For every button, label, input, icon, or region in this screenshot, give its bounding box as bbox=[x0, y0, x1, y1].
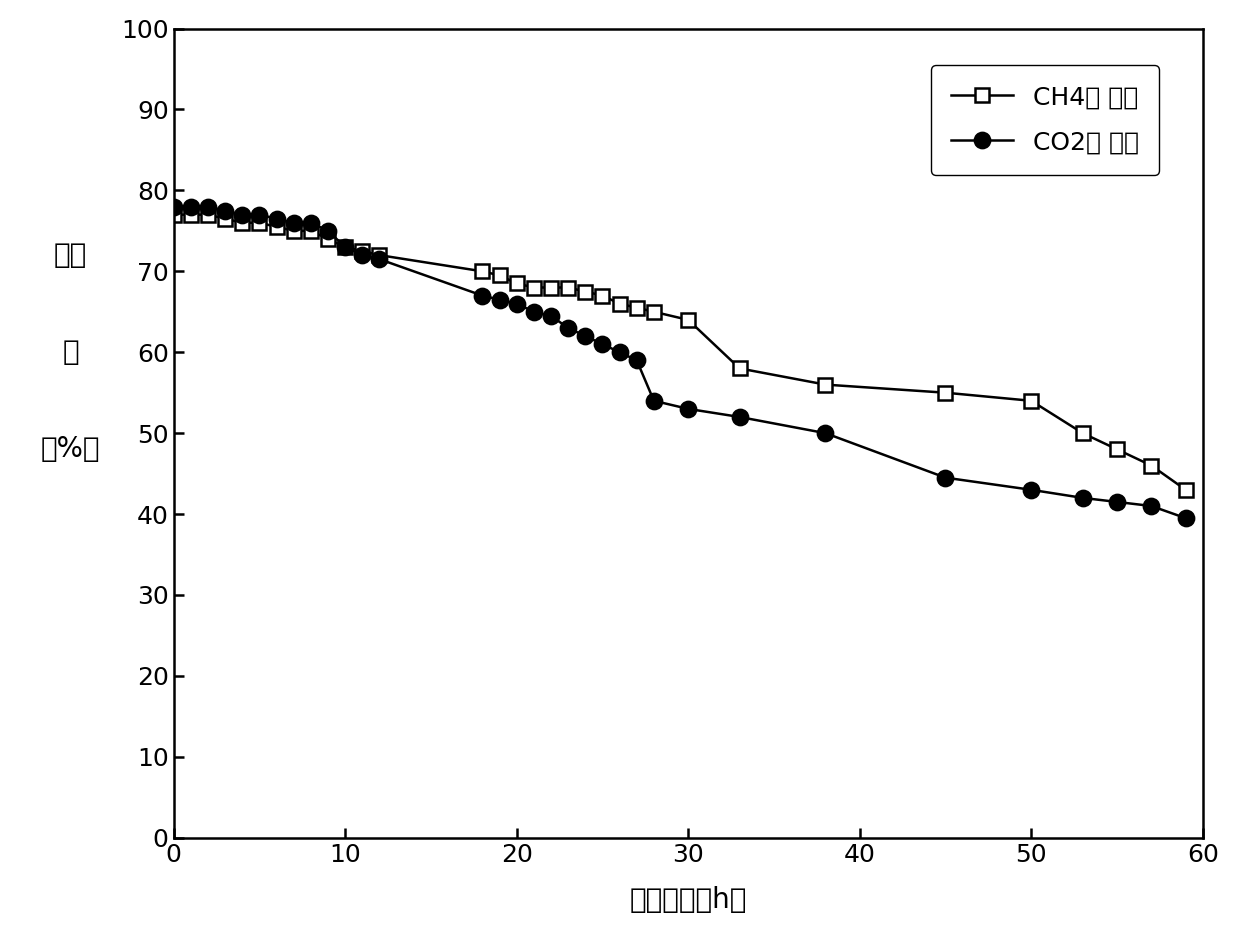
CO2转 化率 bbox=[1075, 492, 1090, 504]
CO2转 化率 bbox=[269, 213, 284, 225]
CO2转 化率 bbox=[304, 217, 319, 228]
CO2转 化率 bbox=[937, 472, 952, 484]
CH4转 化率 bbox=[510, 278, 525, 289]
Text: 转化: 转化 bbox=[55, 241, 87, 269]
CH4转 化率 bbox=[492, 269, 507, 281]
CH4转 化率 bbox=[1110, 444, 1125, 455]
CO2转 化率 bbox=[578, 330, 593, 342]
CO2转 化率 bbox=[595, 339, 610, 350]
CO2转 化率 bbox=[681, 404, 696, 415]
CH4转 化率 bbox=[937, 387, 952, 399]
CH4转 化率 bbox=[613, 298, 627, 309]
CH4转 化率 bbox=[1143, 460, 1158, 471]
CH4转 化率 bbox=[732, 363, 746, 374]
X-axis label: 反应时间（h）: 反应时间（h） bbox=[630, 886, 746, 914]
CO2转 化率 bbox=[475, 290, 490, 302]
CH4转 化率 bbox=[475, 266, 490, 277]
Line: CH4转 化率: CH4转 化率 bbox=[166, 208, 1193, 497]
Line: CO2转 化率: CO2转 化率 bbox=[166, 199, 1193, 526]
CH4转 化率 bbox=[818, 379, 833, 390]
CO2转 化率 bbox=[1143, 501, 1158, 512]
CH4转 化率 bbox=[269, 221, 284, 232]
CH4转 化率 bbox=[234, 217, 249, 228]
CH4转 化率 bbox=[543, 282, 558, 293]
Legend: CH4转 化率, CO2转 化率: CH4转 化率, CO2转 化率 bbox=[931, 66, 1159, 175]
CH4转 化率 bbox=[218, 213, 233, 225]
CO2转 化率 bbox=[492, 294, 507, 306]
CO2转 化率 bbox=[560, 323, 575, 334]
CH4转 化率 bbox=[526, 282, 541, 293]
CH4转 化率 bbox=[646, 307, 661, 318]
CO2转 化率 bbox=[355, 249, 370, 261]
CO2转 化率 bbox=[184, 201, 198, 212]
CH4转 化率 bbox=[201, 209, 216, 221]
CO2转 化率 bbox=[1024, 485, 1039, 496]
CH4转 化率 bbox=[304, 226, 319, 237]
CO2转 化率 bbox=[1178, 512, 1193, 524]
CO2转 化率 bbox=[510, 298, 525, 309]
CO2转 化率 bbox=[732, 411, 746, 423]
Text: （%）: （%） bbox=[41, 435, 100, 464]
CO2转 化率 bbox=[320, 226, 335, 237]
CH4转 化率 bbox=[578, 286, 593, 297]
CO2转 化率 bbox=[613, 347, 627, 358]
CO2转 化率 bbox=[646, 395, 661, 407]
CH4转 化率 bbox=[629, 302, 645, 313]
CH4转 化率 bbox=[184, 209, 198, 221]
CO2转 化率 bbox=[372, 253, 387, 265]
CH4转 化率 bbox=[560, 282, 575, 293]
CO2转 化率 bbox=[1110, 496, 1125, 507]
CO2转 化率 bbox=[526, 307, 541, 318]
CO2转 化率 bbox=[286, 217, 301, 228]
CO2转 化率 bbox=[252, 209, 267, 221]
CH4转 化率 bbox=[1024, 395, 1039, 407]
CO2转 化率 bbox=[218, 205, 233, 216]
CH4转 化率 bbox=[595, 290, 610, 302]
CH4转 化率 bbox=[320, 233, 335, 245]
CO2转 化率 bbox=[337, 242, 352, 253]
CO2转 化率 bbox=[543, 310, 558, 322]
CO2转 化率 bbox=[166, 201, 181, 212]
CH4转 化率 bbox=[166, 209, 181, 221]
CO2转 化率 bbox=[629, 355, 645, 367]
CH4转 化率 bbox=[286, 226, 301, 237]
CH4转 化率 bbox=[1075, 427, 1090, 439]
CH4转 化率 bbox=[1178, 485, 1193, 496]
CH4转 化率 bbox=[372, 249, 387, 261]
CO2转 化率 bbox=[818, 427, 833, 439]
CH4转 化率 bbox=[355, 246, 370, 257]
Text: 率: 率 bbox=[62, 338, 79, 367]
CH4转 化率 bbox=[252, 217, 267, 228]
CH4转 化率 bbox=[681, 314, 696, 326]
CO2转 化率 bbox=[201, 201, 216, 212]
CH4转 化率 bbox=[337, 242, 352, 253]
CO2转 化率 bbox=[234, 209, 249, 221]
